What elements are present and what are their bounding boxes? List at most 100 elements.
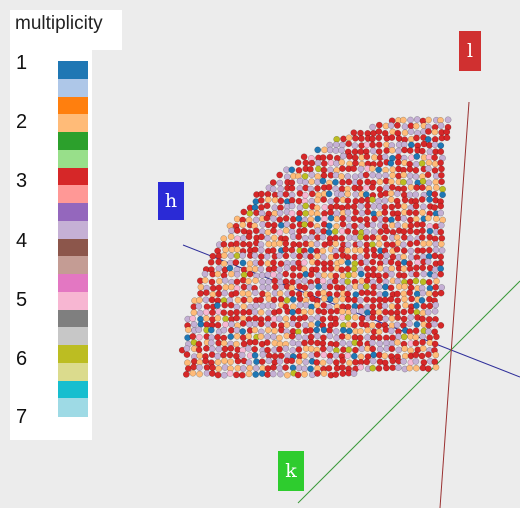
reflection-point [197,283,205,291]
reflection-point [302,210,309,217]
reflection-point [340,135,347,143]
reflection-point [289,339,297,347]
reflection-point [233,371,240,379]
reflection-point [282,345,290,352]
reflection-point [300,227,308,234]
reflection-point [275,307,283,315]
reflection-point [207,339,215,347]
reflection-point [389,357,397,365]
reflection-point [400,315,408,323]
reflection-point [362,184,370,192]
reflection-point [431,340,439,348]
reflection-point [412,339,420,347]
reflection-point [333,215,341,223]
reflection-point [383,252,390,259]
reflection-point [314,146,322,154]
reflection-point [363,153,371,161]
reflection-point [369,357,377,365]
legend-swatch [58,167,88,187]
reflection-point [277,197,285,205]
reflection-point [339,179,346,186]
reflection-point [425,240,433,247]
legend-swatch [58,61,88,80]
reflection-point [339,364,346,371]
legend-number-2: 2 [16,111,28,133]
reflection-point [220,326,228,334]
reflection-point [264,346,271,354]
reflection-point [426,302,434,310]
reflection-point [313,351,321,358]
reflection-point [402,301,409,309]
reflection-point [407,183,415,191]
reflection-point [437,259,445,267]
reflection-point [425,351,432,358]
reflection-point [325,364,333,372]
reflection-point [369,314,377,321]
reflection-point [412,202,420,210]
reflection-point [196,309,204,317]
reflection-point [419,227,426,235]
reflection-point [431,320,438,328]
reflection-point [301,277,309,285]
reflection-point [276,334,283,342]
reflection-point [363,228,370,236]
reflection-point [406,227,414,235]
reflection-point [207,326,215,334]
reflection-point [215,365,222,373]
reflection-point [413,271,420,278]
reflection-point [264,326,272,334]
reflection-point [437,322,445,329]
reflection-point [233,308,241,316]
reflection-point [363,141,371,149]
reflection-point [344,228,352,235]
reflection-point [264,221,272,229]
reflection-point [376,185,384,193]
reflection-point [264,234,271,242]
reflection-point [190,321,198,328]
reflection-point [351,234,359,242]
reflection-point [350,370,358,377]
reflection-point [296,295,304,303]
reflection-point [407,247,415,255]
reflection-point [282,227,290,234]
reflection-point [295,333,302,341]
reflection-point [394,314,402,322]
reflection-point [277,370,284,378]
reflection-point [437,253,445,261]
reflection-point [300,259,308,267]
reflection-point [393,321,401,329]
reflection-point [314,227,322,234]
reflection-point [276,190,284,198]
reflection-point [376,340,384,347]
reflection-point [401,345,408,353]
reflection-point [375,166,383,174]
reflection-point [369,196,376,203]
reflection-point [233,340,240,348]
reflection-point [406,191,414,199]
reflection-point [202,308,210,316]
reflection-point [352,134,359,142]
reflection-point [387,196,395,203]
reflection-point [420,240,427,248]
reflection-point [375,141,383,149]
reflection-point [419,345,427,352]
reflection-point [351,148,359,156]
reflection-point [276,272,283,280]
reflection-point [282,215,290,222]
reflection-point [215,258,222,266]
reflection-point [412,364,420,372]
reflection-point [269,247,277,254]
reflection-point [233,246,241,253]
reflection-point [314,339,321,347]
reflection-point [388,146,396,154]
reflection-point [222,321,229,328]
reflection-point [276,358,284,365]
legend-swatch [58,362,88,382]
reflection-point [356,253,364,261]
reflection-point [294,321,302,329]
reflection-point [269,185,277,193]
reflection-point [271,204,279,212]
reflection-point [258,233,265,241]
reflection-point [364,178,371,186]
